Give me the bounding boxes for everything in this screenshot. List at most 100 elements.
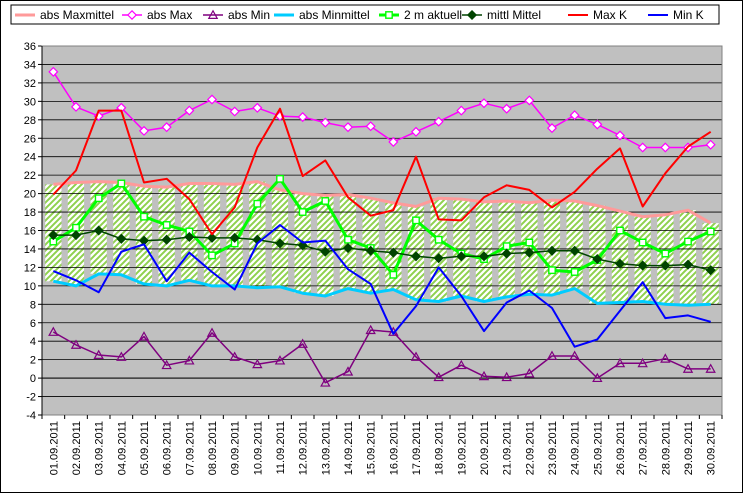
series-2-m-aktuell: [49, 174, 715, 279]
band-bar: [113, 182, 130, 275]
data-point: [229, 232, 240, 243]
y-tick-label: 26: [24, 133, 36, 145]
data-point: [320, 117, 331, 128]
data-point: [569, 245, 580, 256]
data-point: [344, 235, 352, 244]
data-point: [412, 216, 420, 225]
y-tick-label: 8: [30, 299, 36, 311]
y-tick-label: 22: [24, 170, 36, 182]
y-tick-label: 4: [30, 336, 36, 348]
data-point: [320, 246, 331, 257]
data-point: [682, 363, 694, 373]
legend-label: abs Min: [228, 8, 270, 22]
x-tick-label: 19.09.2011: [456, 421, 468, 475]
data-point: [478, 251, 490, 262]
x-tick-label: 22.09.2011: [524, 421, 536, 475]
data-point: [456, 251, 467, 262]
data-point: [661, 249, 670, 258]
series-line: [53, 180, 712, 225]
y-tick-label: 6: [30, 318, 36, 330]
x-tick-label: 26.09.2011: [615, 421, 627, 475]
data-point: [410, 126, 422, 137]
data-point: [592, 119, 603, 130]
data-point: [184, 355, 195, 365]
data-point: [342, 366, 354, 376]
series-max-k: [52, 107, 712, 236]
legend-label: mittl Mittel: [487, 8, 541, 22]
data-point: [161, 122, 172, 133]
data-point: [342, 242, 354, 254]
legend: abs Maxmittel abs Max abs Min abs Minmittel…: [10, 4, 720, 25]
data-point: [434, 235, 443, 244]
data-point: [389, 270, 398, 279]
data-point: [126, 9, 138, 21]
data-point: [229, 351, 240, 361]
series-mittl-mittel: [48, 225, 716, 276]
x-tick-label: 28.09.2011: [660, 421, 672, 475]
x-tick-label: 16.09.2011: [388, 421, 400, 475]
data-point: [342, 122, 354, 133]
data-point: [614, 258, 626, 269]
data-point: [297, 111, 308, 123]
y-tick-label: 10: [24, 281, 36, 293]
series-line: [52, 107, 712, 236]
series-min-k: [52, 224, 711, 348]
series-lines: [48, 66, 716, 387]
x-tick-label: 11.09.2011: [275, 421, 287, 474]
x-tick-label: 27.09.2011: [638, 421, 650, 475]
data-point: [524, 247, 535, 258]
y-tick-label: 2: [30, 355, 36, 367]
legend-label: Min K: [673, 8, 704, 22]
series-line: [52, 272, 711, 307]
data-point: [138, 125, 150, 136]
data-point: [638, 238, 647, 247]
data-point: [705, 265, 716, 276]
data-point: [637, 142, 648, 153]
band-bar: [135, 186, 153, 284]
data-point: [592, 372, 603, 383]
data-point: [48, 66, 59, 77]
data-point: [616, 226, 624, 235]
series-abs-minmittel: [52, 272, 711, 307]
data-point: [276, 174, 284, 183]
x-tick-label: 01.09.2011: [48, 421, 60, 475]
x-tick-label: 08.09.2011: [207, 421, 219, 475]
data-point: [297, 338, 308, 348]
legend-box: [10, 4, 720, 25]
data-point: [253, 199, 262, 208]
x-tick-label: 10.09.2011: [252, 421, 264, 475]
x-tick-label: 09.09.2011: [230, 421, 242, 475]
data-point: [93, 349, 104, 359]
band-bar: [566, 201, 583, 289]
data-point: [252, 358, 263, 369]
data-point: [117, 179, 126, 188]
legend-item-abs-min: abs Min: [203, 8, 270, 22]
series-abs-maxmittel: [53, 180, 712, 225]
data-point: [410, 351, 422, 361]
data-point: [206, 94, 218, 105]
data-point: [72, 223, 80, 232]
data-point: [365, 121, 376, 132]
band-bar: [702, 223, 719, 305]
series-abs-max: [48, 66, 716, 153]
x-tick-label: 13.09.2011: [320, 421, 332, 475]
x-tick-label: 12.09.2011: [298, 421, 310, 475]
x-tick-label: 03.09.2011: [94, 421, 106, 475]
y-tick-label: -2: [26, 392, 36, 404]
x-tick-label: 04.09.2011: [116, 421, 128, 475]
data-point: [206, 327, 218, 337]
data-point: [706, 227, 715, 236]
data-point: [614, 130, 626, 141]
data-point: [501, 103, 512, 114]
band-bar: [453, 199, 470, 296]
y-tick-label: 30: [24, 96, 36, 108]
data-point: [546, 350, 558, 360]
data-point: [94, 194, 103, 203]
data-point: [637, 260, 648, 271]
x-tick-label: 18.09.2011: [434, 421, 446, 475]
data-point: [569, 110, 580, 121]
x-tick-label: 14.09.2011: [343, 421, 355, 475]
data-point: [365, 324, 376, 335]
data-point: [70, 101, 82, 112]
